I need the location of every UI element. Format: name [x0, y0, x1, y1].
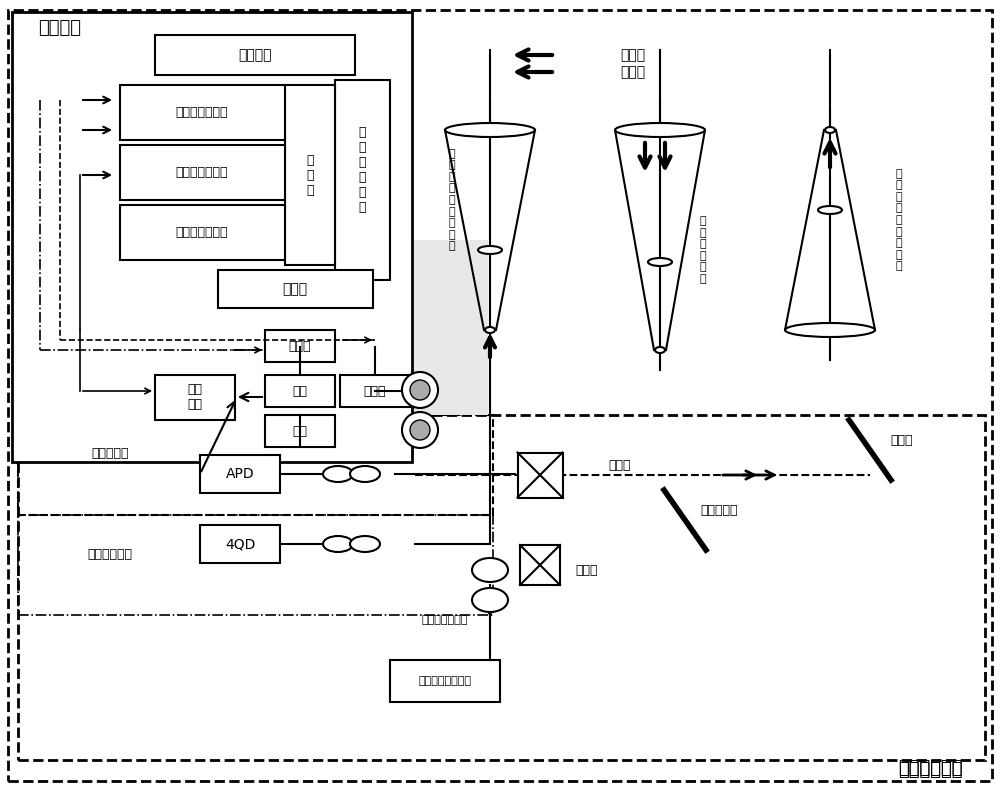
Ellipse shape: [350, 536, 380, 552]
FancyBboxPatch shape: [285, 85, 335, 265]
Text: 精跟踪探测器: 精跟踪探测器: [88, 548, 133, 562]
Bar: [18, 515, 493, 615]
Ellipse shape: [350, 466, 380, 482]
Text: 4QD: 4QD: [225, 537, 255, 551]
Bar: [115, 78, 395, 273]
Text: 舱内模块: 舱内模块: [39, 19, 82, 37]
Bar: [18, 280, 488, 415]
Circle shape: [410, 380, 430, 400]
FancyBboxPatch shape: [340, 375, 410, 407]
Bar: [520, 545, 560, 585]
Text: 热控制: 热控制: [282, 282, 308, 296]
Text: 粗对准捕获探测器: 粗对准捕获探测器: [419, 676, 472, 686]
Text: 舱外光学平台: 舱外光学平台: [898, 759, 962, 777]
Text: 反射镜: 反射镜: [890, 433, 912, 446]
FancyBboxPatch shape: [120, 85, 285, 140]
Text: 信号光: 信号光: [289, 339, 311, 353]
Bar: [18, 415, 493, 515]
Text: APD: APD: [226, 467, 254, 481]
Ellipse shape: [472, 558, 508, 582]
FancyBboxPatch shape: [200, 525, 280, 563]
Text: 快速倾斜镜: 快速倾斜镜: [700, 504, 738, 517]
FancyBboxPatch shape: [120, 145, 285, 200]
FancyBboxPatch shape: [265, 415, 335, 447]
Text: 通信探测器: 通信探测器: [91, 446, 129, 460]
Bar: [518, 452, 562, 498]
Bar: [18, 78, 123, 253]
Ellipse shape: [478, 246, 502, 254]
Ellipse shape: [472, 588, 508, 612]
Text: 捕捉跟踪控制板: 捕捉跟踪控制板: [176, 105, 228, 119]
Ellipse shape: [485, 327, 495, 333]
FancyBboxPatch shape: [200, 455, 280, 493]
FancyBboxPatch shape: [335, 80, 390, 280]
Text: 信标光: 信标光: [620, 65, 645, 79]
Ellipse shape: [818, 206, 842, 214]
Circle shape: [402, 412, 438, 448]
Ellipse shape: [445, 123, 535, 137]
Text: 舱外光学平台: 舱外光学平台: [898, 761, 962, 779]
Text: 数据
解调: 数据 解调: [188, 383, 203, 411]
FancyBboxPatch shape: [155, 35, 355, 75]
Text: 分光镜: 分光镜: [608, 459, 631, 471]
Text: 放大: 放大: [293, 425, 308, 437]
Text: 分光镜: 分光镜: [575, 563, 598, 577]
Text: 调制: 调制: [293, 384, 308, 398]
FancyBboxPatch shape: [265, 330, 335, 362]
Text: 电
接
口: 电 接 口: [306, 153, 314, 196]
Ellipse shape: [648, 258, 672, 266]
FancyBboxPatch shape: [12, 12, 412, 462]
Text: 终
端
主
控
制
器: 终 端 主 控 制 器: [358, 126, 366, 214]
FancyBboxPatch shape: [218, 270, 373, 308]
FancyBboxPatch shape: [390, 660, 500, 702]
Text: 光源数据管理板: 光源数据管理板: [176, 225, 228, 239]
FancyBboxPatch shape: [120, 205, 285, 260]
Text: 窄带干涉滤波器: 窄带干涉滤波器: [422, 615, 468, 625]
Ellipse shape: [655, 347, 665, 353]
Text: 通信数据处理板: 通信数据处理板: [176, 165, 228, 179]
Text: 信
源
光
发
射
光
学
天
线: 信 源 光 发 射 光 学 天 线: [895, 168, 902, 271]
Circle shape: [402, 372, 438, 408]
Text: 电源管理: 电源管理: [238, 48, 272, 62]
Ellipse shape: [615, 123, 705, 137]
Ellipse shape: [323, 536, 353, 552]
Ellipse shape: [323, 466, 353, 482]
FancyBboxPatch shape: [155, 375, 235, 420]
Bar: [18, 240, 488, 330]
Text: 接
收
光
学
天
线: 接 收 光 学 天 线: [700, 216, 707, 284]
Text: 信源光: 信源光: [620, 48, 645, 62]
Bar: [18, 415, 985, 760]
Text: 信
标
光
发
射
光
学
天
线: 信 标 光 发 射 光 学 天 线: [448, 149, 455, 252]
Text: 信标光: 信标光: [364, 384, 386, 398]
Ellipse shape: [785, 323, 875, 337]
Ellipse shape: [825, 127, 835, 133]
FancyBboxPatch shape: [265, 375, 335, 407]
Circle shape: [410, 420, 430, 440]
